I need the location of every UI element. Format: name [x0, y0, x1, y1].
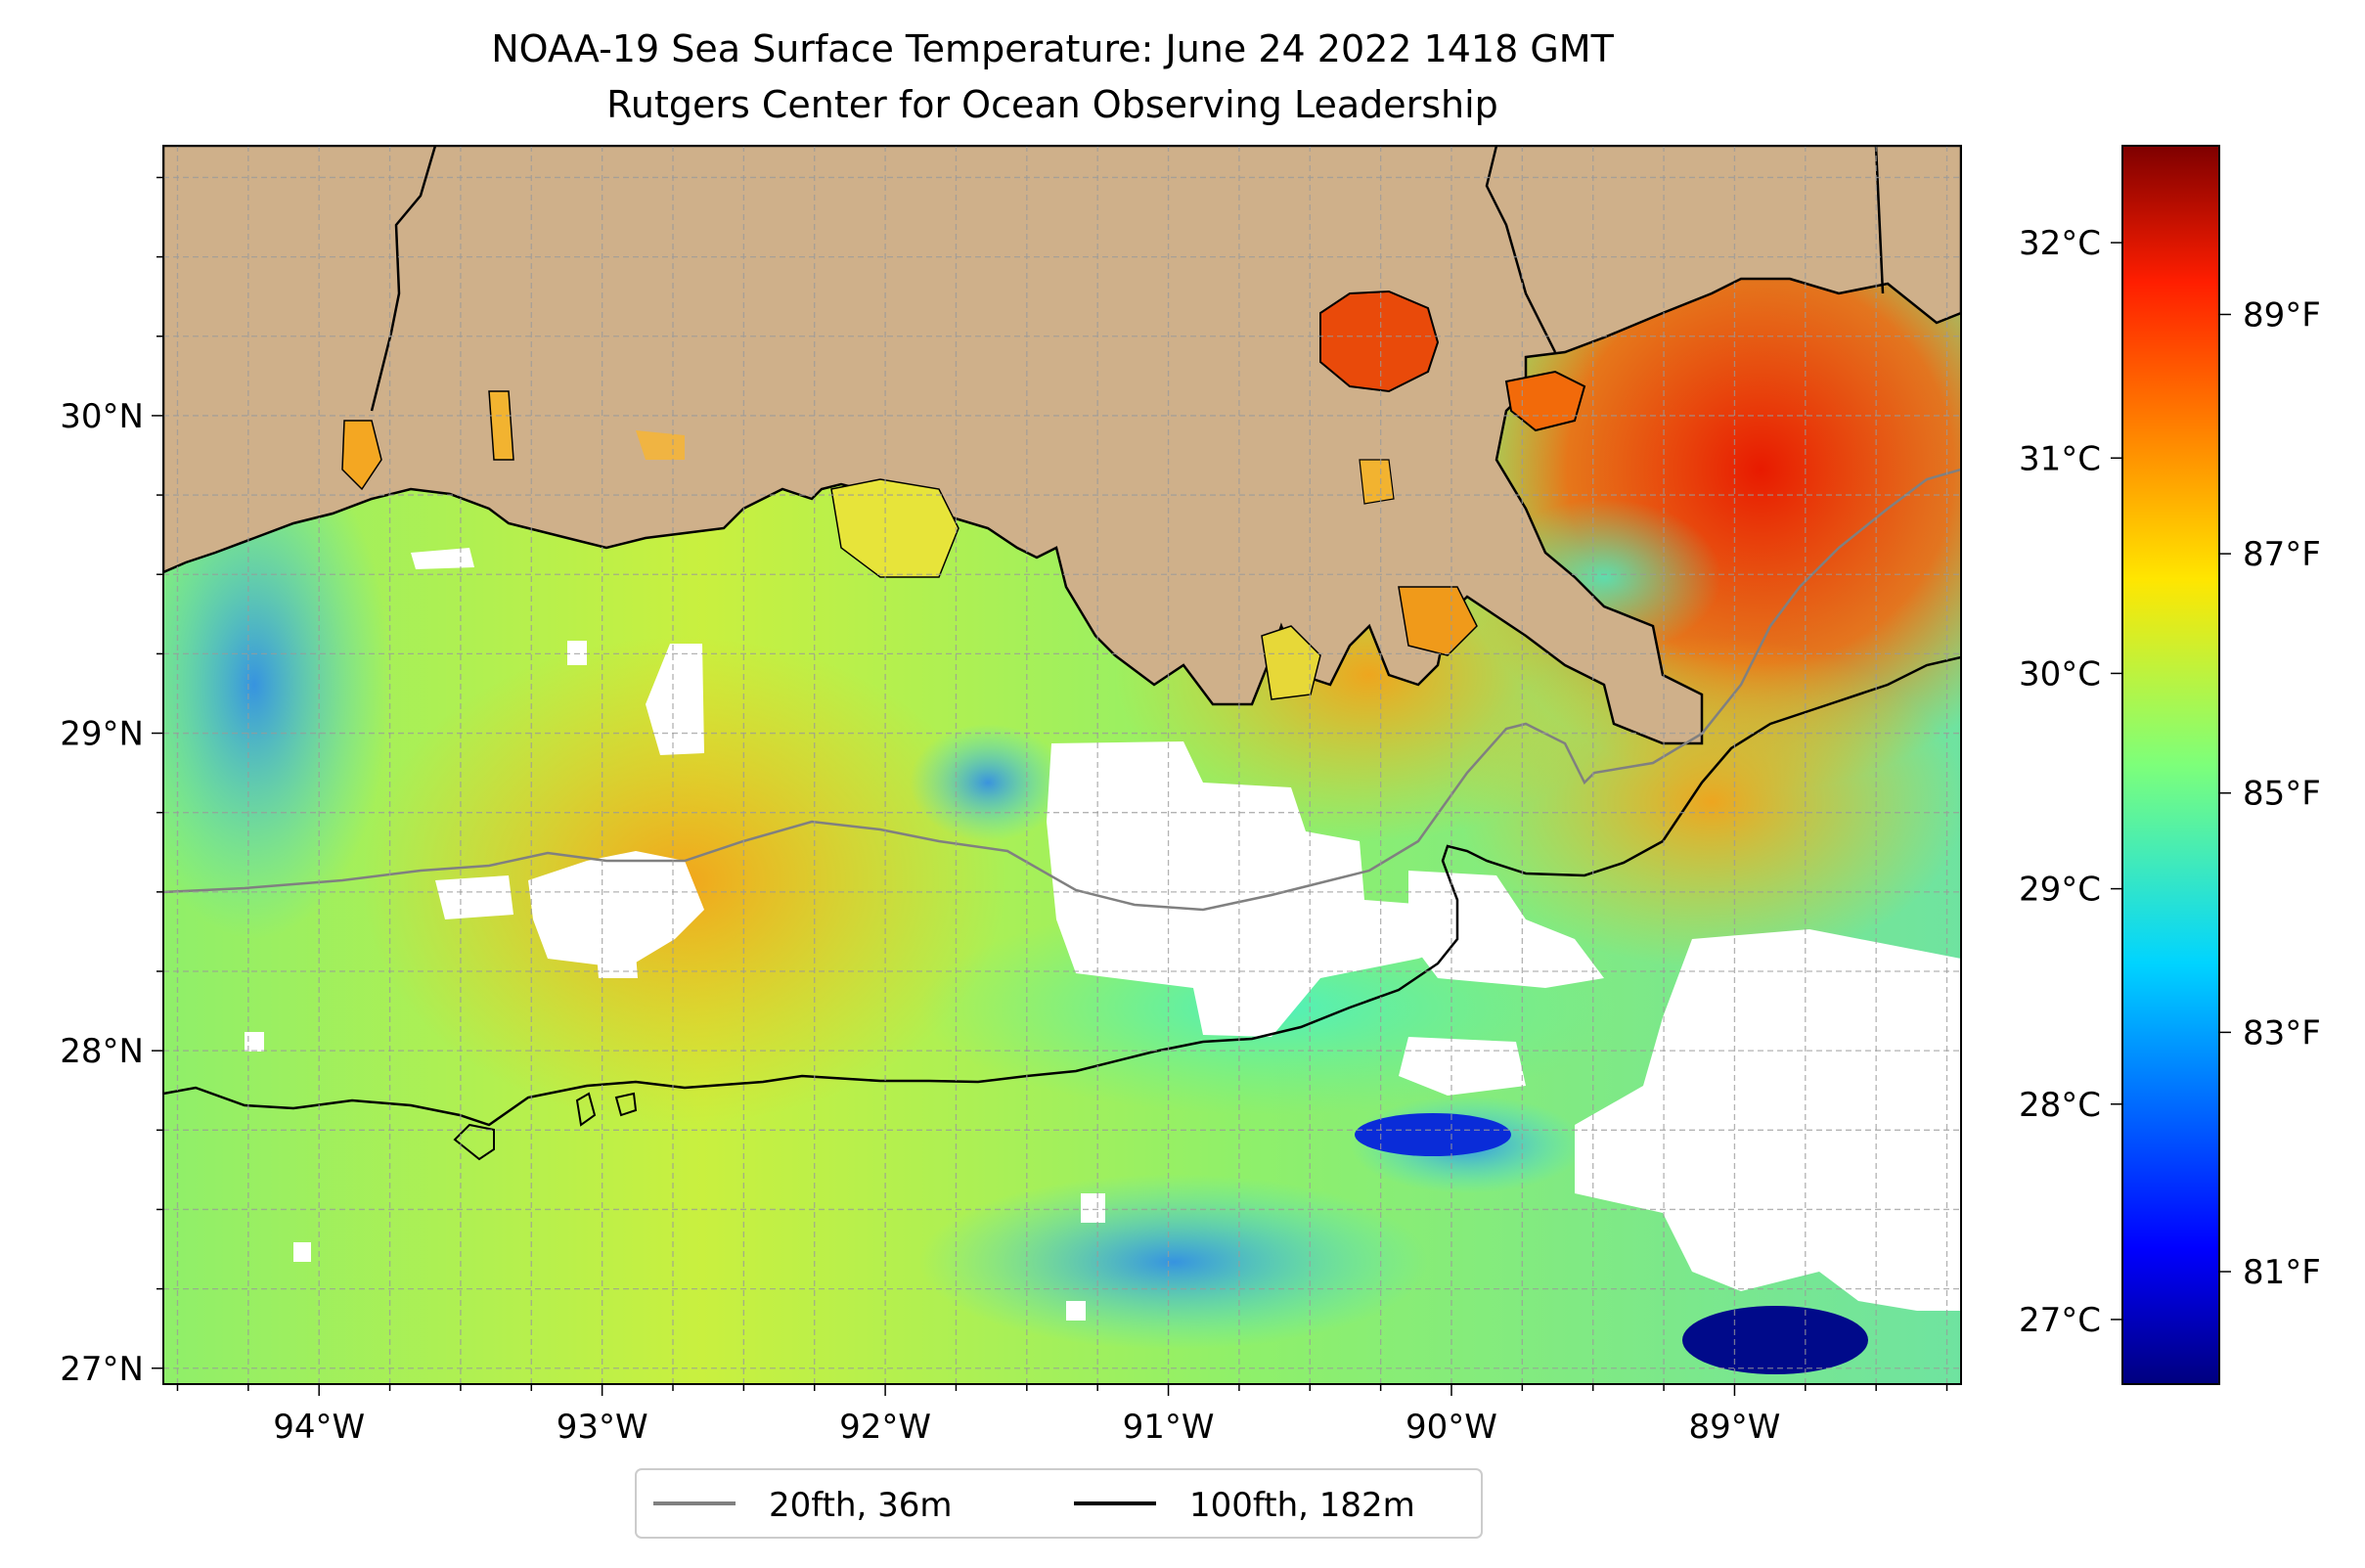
fahrenheit-label: 81°F — [2243, 1253, 2321, 1292]
state-boundary — [1874, 146, 1885, 294]
atchafalaya-bay — [1261, 625, 1321, 700]
map-frame — [162, 145, 1962, 1385]
lake-pontchartrain — [1319, 290, 1440, 393]
lon-label: 92°W — [839, 1408, 931, 1447]
cool-region-south — [919, 1174, 1428, 1350]
blue-patch-south — [1355, 1113, 1511, 1156]
barataria-bay — [1398, 586, 1478, 656]
warm-region-southeast — [1457, 636, 1961, 968]
latitude-labels: 27°N 28°N 29°N 30°N — [60, 397, 144, 1389]
isobath-20fth — [163, 468, 1961, 912]
celsius-label: 28°C — [2019, 1086, 2101, 1125]
isobath-100fth-island-2 — [575, 1092, 597, 1127]
cool-region-west — [163, 430, 391, 939]
lon-label: 90°W — [1406, 1408, 1497, 1447]
colorbar-ticks — [2111, 242, 2231, 1321]
lon-label: 89°W — [1688, 1408, 1780, 1447]
map-subtitle: Rutgers Center for Ocean Observing Leade… — [606, 83, 1498, 126]
isobath-100fth-island-1 — [453, 1123, 495, 1161]
fahrenheit-label: 85°F — [2243, 775, 2321, 814]
sabine-lake — [488, 390, 514, 461]
celsius-label: 31°C — [2019, 439, 2101, 478]
colorbar-fahrenheit-labels: 81°F 83°F 85°F 87°F 89°F — [2243, 295, 2321, 1292]
fahrenheit-label: 89°F — [2243, 295, 2321, 335]
colorbar — [2121, 145, 2220, 1385]
calcasieu-lake — [341, 420, 382, 491]
celsius-label: 29°C — [2019, 871, 2101, 910]
legend-label-20fth: 20fth, 36m — [769, 1486, 953, 1525]
lon-label: 91°W — [1123, 1408, 1215, 1447]
lake-salvador — [1359, 459, 1395, 505]
isobath-100fth-island-3 — [614, 1092, 638, 1117]
gridlines — [163, 146, 1961, 1384]
celsius-label: 27°C — [2019, 1301, 2101, 1340]
lat-label: 30°N — [60, 397, 144, 436]
river-mississippi — [1485, 146, 1557, 353]
river-sabine — [370, 146, 437, 412]
lat-label: 27°N — [60, 1350, 144, 1389]
fahrenheit-label: 83°F — [2243, 1013, 2321, 1053]
celsius-label: 30°C — [2019, 654, 2101, 694]
vermilion-bay — [830, 478, 959, 578]
isobath-100fth — [163, 655, 1961, 1127]
lon-label: 93°W — [557, 1408, 648, 1447]
longitude-labels: 94°W 93°W 92°W 91°W 90°W 89°W — [273, 1408, 1780, 1447]
lat-label: 28°N — [60, 1032, 144, 1071]
legend: 20fth, 36m 100fth, 182m — [635, 1468, 1483, 1539]
legend-box — [635, 1468, 1483, 1539]
lat-label: 29°N — [60, 715, 144, 754]
celsius-label: 32°C — [2019, 224, 2101, 263]
colorbar-celsius-labels: 27°C 28°C 29°C 30°C 31°C 32°C — [2019, 224, 2101, 1340]
fahrenheit-label: 87°F — [2243, 535, 2321, 574]
legend-label-100fth: 100fth, 182m — [1189, 1486, 1415, 1525]
lon-label: 94°W — [273, 1408, 365, 1447]
map-area — [163, 146, 1961, 1384]
dark-blue-patch — [1682, 1306, 1868, 1374]
map-title: NOAA-19 Sea Surface Temperature: June 24… — [491, 27, 1614, 70]
cool-region-center — [910, 724, 1066, 841]
axis-ticks — [152, 176, 1948, 1396]
